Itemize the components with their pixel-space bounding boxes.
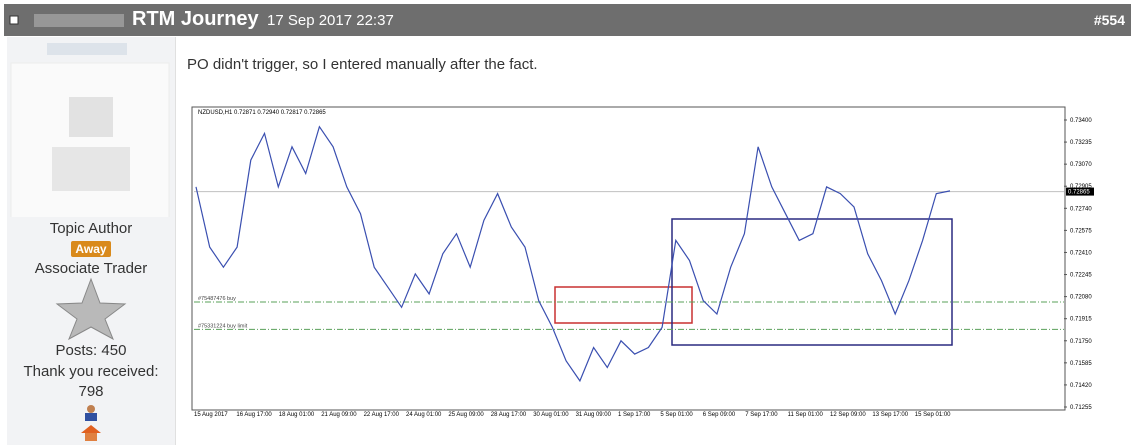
symbol-info: NZDUSD,H1 0.72871 0.72940 0.72817 0.7286… [198, 110, 326, 116]
x-tick-label: 13 Sep 17:00 [872, 412, 908, 418]
x-tick-label: 30 Aug 01:00 [533, 412, 569, 418]
user-icons [81, 405, 101, 441]
blurred-name [47, 43, 127, 55]
avatar[interactable] [7, 37, 175, 217]
home-icon-base [85, 433, 97, 441]
x-tick-label: 18 Aug 01:00 [279, 412, 315, 418]
post-text: PO didn't trigger, so I entered manually… [187, 56, 538, 73]
y-tick-label: 0.72410 [1070, 250, 1092, 256]
thanks-label: Thank you received: [23, 363, 159, 380]
y-tick-label: 0.71255 [1070, 405, 1092, 411]
x-tick-label: 24 Aug 01:00 [406, 412, 442, 418]
x-tick-label: 31 Aug 09:00 [576, 412, 612, 418]
post-number[interactable]: #554 [1093, 12, 1125, 28]
y-tick-label: 0.72905 [1070, 184, 1092, 190]
avatar-body [52, 147, 130, 191]
x-tick-label: 21 Aug 09:00 [321, 412, 357, 418]
author-role: Topic Author [49, 220, 133, 237]
post-header: RTM Journey 17 Sep 2017 22:37 #554 [4, 4, 1131, 36]
x-tick-label: 12 Sep 09:00 [830, 412, 866, 418]
user-icon-body [85, 413, 97, 421]
x-tick-label: 25 Aug 09:00 [448, 412, 484, 418]
post-date: 17 Sep 2017 22:37 [267, 12, 394, 29]
header-icons [9, 14, 124, 27]
y-tick-label: 0.72575 [1070, 228, 1092, 234]
x-tick-label: 11 Sep 01:00 [788, 412, 824, 418]
thread-title[interactable]: RTM Journey [132, 8, 259, 30]
blurred-username [34, 14, 124, 27]
user-icon-head [87, 405, 95, 413]
x-tick-label: 15 Sep 01:00 [915, 412, 951, 418]
current-price-box [1066, 187, 1094, 196]
x-tick-label: 5 Sep 01:00 [660, 412, 693, 418]
y-tick-label: 0.73400 [1070, 118, 1092, 124]
thanks-count: 798 [78, 383, 104, 400]
plot-frame [191, 106, 1066, 411]
y-tick-label: 0.72740 [1070, 206, 1092, 212]
y-tick-label: 0.72080 [1070, 295, 1092, 301]
zone-blue [671, 218, 953, 346]
y-tick-label: 0.71750 [1070, 339, 1092, 345]
rank-star [55, 277, 127, 341]
y-tick-label: 0.72245 [1070, 273, 1092, 279]
x-tick-label: 22 Aug 17:00 [364, 412, 400, 418]
chart-image: NZDUSD,H1 0.72871 0.72940 0.72817 0.7286… [188, 102, 1098, 420]
post-icon [9, 15, 19, 25]
x-tick-label: 6 Sep 09:00 [703, 412, 736, 418]
y-tick-label: 0.73070 [1070, 162, 1092, 168]
author-rank: Associate Trader [34, 260, 148, 277]
y-tick-label: 0.71915 [1070, 317, 1092, 323]
order-label: #75487476 buy [198, 296, 236, 302]
x-tick-label: 1 Sep 17:00 [618, 412, 651, 418]
post-count: Posts: 450 [55, 342, 127, 359]
current-price-label: 0.72865 [1068, 190, 1090, 196]
home-icon-roof[interactable] [81, 425, 101, 433]
status-badge: Away [71, 241, 111, 257]
avatar-head [69, 97, 113, 137]
zone-red [554, 286, 693, 324]
x-tick-label: 7 Sep 17:00 [745, 412, 778, 418]
price-line [195, 125, 951, 383]
y-tick-label: 0.73235 [1070, 140, 1092, 146]
star [55, 277, 127, 341]
chart-bg [188, 102, 1098, 420]
y-tick-label: 0.71585 [1070, 361, 1092, 367]
x-tick-label: 15 Aug 2017 [194, 412, 228, 418]
x-tick-label: 16 Aug 17:00 [236, 412, 272, 418]
y-tick-label: 0.71420 [1070, 383, 1092, 389]
status-wrap: Away [7, 240, 175, 257]
order-label: #75331224 buy limit [198, 323, 248, 329]
author-panel: Topic Author Away Associate Trader Posts… [7, 37, 176, 445]
avatar-frame [10, 62, 170, 217]
x-tick-label: 28 Aug 17:00 [491, 412, 527, 418]
